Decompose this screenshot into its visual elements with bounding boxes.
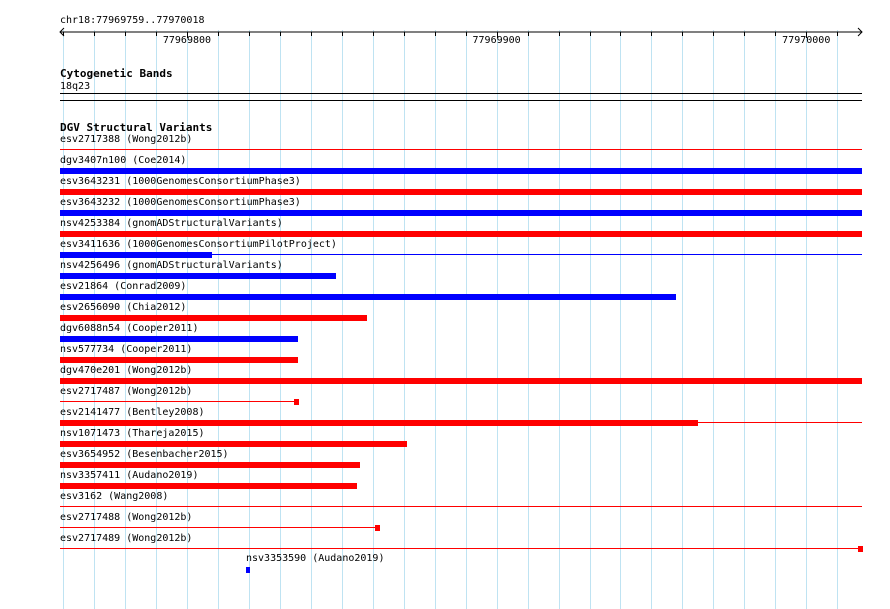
feature-glyph bbox=[60, 189, 862, 195]
feature-label: dgv470e201 (Wong2012b) bbox=[60, 365, 193, 376]
cytoband-band[interactable] bbox=[60, 93, 862, 94]
feature-label: dgv3407n100 (Coe2014) bbox=[60, 155, 187, 166]
dgv-feature-nsv1071473[interactable]: nsv1071473 (Thareja2015) bbox=[60, 428, 407, 448]
ruler-tick-label: 77970000 bbox=[782, 35, 830, 46]
dgv-track-title: DGV Structural Variants bbox=[60, 121, 213, 134]
dgv-feature-esv3643231[interactable]: esv3643231 (1000GenomesConsortiumPhase3) bbox=[60, 176, 862, 196]
feature-glyph bbox=[60, 315, 367, 321]
dgv-feature-esv2141477[interactable]: esv2141477 (Bentley2008) bbox=[60, 407, 862, 427]
dgv-feature-nsv577734[interactable]: nsv577734 (Cooper2011) bbox=[60, 344, 298, 364]
ruler-left-arrow-icon bbox=[59, 27, 65, 37]
feature-glyph bbox=[60, 231, 862, 237]
feature-glyph bbox=[246, 567, 250, 573]
feature-label: esv3643231 (1000GenomesConsortiumPhase3) bbox=[60, 176, 301, 187]
feature-glyph bbox=[60, 210, 862, 216]
feature-label: esv3411636 (1000GenomesConsortiumPilotPr… bbox=[60, 239, 337, 250]
feature-label: nsv3353590 (Audano2019) bbox=[246, 553, 385, 564]
feature-glyph bbox=[60, 168, 862, 174]
feature-label: dgv6088n54 (Cooper2011) bbox=[60, 323, 199, 334]
dgv-feature-esv3643232[interactable]: esv3643232 (1000GenomesConsortiumPhase3) bbox=[60, 197, 862, 217]
ruler-right-arrow-icon bbox=[857, 27, 863, 37]
feature-label: esv3162 (Wang2008) bbox=[60, 491, 169, 502]
dgv-feature-nsv3353590[interactable]: nsv3353590 (Audano2019) bbox=[246, 553, 446, 573]
dgv-feature-dgv6088n54[interactable]: dgv6088n54 (Cooper2011) bbox=[60, 323, 298, 343]
feature-glyph bbox=[60, 273, 336, 279]
ruler-tick-label: 77969900 bbox=[473, 35, 521, 46]
dgv-feature-esv2717488[interactable]: esv2717488 (Wong2012b) bbox=[60, 512, 380, 532]
feature-label: nsv1071473 (Thareja2015) bbox=[60, 428, 205, 439]
dgv-feature-nsv3357411[interactable]: nsv3357411 (Audano2019) bbox=[60, 470, 357, 490]
feature-glyph bbox=[60, 401, 298, 402]
dgv-feature-esv2717487[interactable]: esv2717487 (Wong2012b) bbox=[60, 386, 299, 406]
dgv-feature-esv2717489[interactable]: esv2717489 (Wong2012b) bbox=[60, 533, 863, 553]
dgv-feature-nsv4256496[interactable]: nsv4256496 (gnomADStructuralVariants) bbox=[60, 260, 336, 280]
feature-glyph bbox=[60, 548, 862, 549]
ruler-tick-label: 77969800 bbox=[163, 35, 211, 46]
dgv-feature-esv21864[interactable]: esv21864 (Conrad2009) bbox=[60, 281, 676, 301]
feature-label: nsv4253384 (gnomADStructuralVariants) bbox=[60, 218, 283, 229]
feature-label: nsv3357411 (Audano2019) bbox=[60, 470, 199, 481]
cytoband-label: 18q23 bbox=[60, 81, 91, 92]
feature-glyph bbox=[60, 149, 862, 150]
feature-label: esv3654952 (Besenbacher2015) bbox=[60, 449, 229, 460]
feature-glyph bbox=[60, 357, 298, 363]
location-label: chr18:77969759..77970018 bbox=[60, 15, 205, 26]
cytoband-track-title: Cytogenetic Bands bbox=[60, 67, 173, 80]
feature-glyph bbox=[60, 336, 298, 342]
feature-glyph bbox=[60, 483, 357, 489]
dgv-feature-nsv4253384[interactable]: nsv4253384 (gnomADStructuralVariants) bbox=[60, 218, 862, 238]
ruler[interactable]: 77969800 77969900 77970000 bbox=[0, 24, 890, 46]
feature-label: esv3643232 (1000GenomesConsortiumPhase3) bbox=[60, 197, 301, 208]
feature-glyph bbox=[60, 441, 407, 447]
feature-label: esv21864 (Conrad2009) bbox=[60, 281, 187, 292]
feature-label: esv2141477 (Bentley2008) bbox=[60, 407, 205, 418]
feature-glyph bbox=[60, 294, 676, 300]
dgv-feature-dgv3407n100[interactable]: dgv3407n100 (Coe2014) bbox=[60, 155, 862, 175]
feature-glyph bbox=[60, 506, 862, 507]
feature-glyph-end bbox=[294, 399, 299, 405]
feature-glyph-end bbox=[375, 525, 380, 531]
dgv-feature-esv2656090[interactable]: esv2656090 (Chia2012) bbox=[60, 302, 367, 322]
dgv-feature-dgv470e201[interactable]: dgv470e201 (Wong2012b) bbox=[60, 365, 862, 385]
track-divider bbox=[60, 100, 862, 101]
feature-glyph bbox=[60, 527, 379, 528]
dgv-feature-esv2717388[interactable]: esv2717388 (Wong2012b) bbox=[60, 134, 862, 154]
feature-glyph-thick bbox=[60, 420, 698, 426]
dgv-feature-esv3654952[interactable]: esv3654952 (Besenbacher2015) bbox=[60, 449, 360, 469]
feature-label: esv2656090 (Chia2012) bbox=[60, 302, 187, 313]
feature-glyph bbox=[60, 254, 862, 255]
feature-label: nsv4256496 (gnomADStructuralVariants) bbox=[60, 260, 283, 271]
feature-glyph bbox=[60, 378, 862, 384]
feature-label: nsv577734 (Cooper2011) bbox=[60, 344, 193, 355]
feature-label: esv2717489 (Wong2012b) bbox=[60, 533, 193, 544]
dgv-feature-esv3411636[interactable]: esv3411636 (1000GenomesConsortiumPilotPr… bbox=[60, 239, 862, 259]
feature-label: esv2717488 (Wong2012b) bbox=[60, 512, 193, 523]
feature-label: esv2717388 (Wong2012b) bbox=[60, 134, 193, 145]
dgv-feature-esv3162[interactable]: esv3162 (Wang2008) bbox=[60, 491, 862, 511]
feature-glyph bbox=[60, 462, 360, 468]
feature-glyph-thick bbox=[60, 252, 212, 258]
feature-label: esv2717487 (Wong2012b) bbox=[60, 386, 193, 397]
feature-glyph-end bbox=[858, 546, 863, 552]
